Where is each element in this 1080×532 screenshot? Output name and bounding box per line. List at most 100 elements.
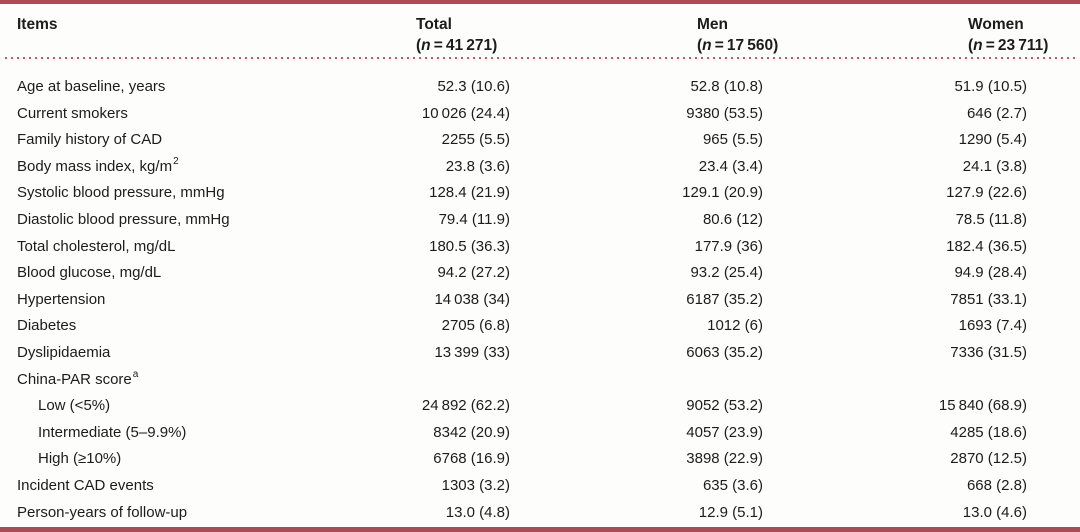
cell-total: 1303 (3.2) [441, 476, 510, 494]
cell-total: 13.0 (4.8) [445, 503, 510, 521]
cell-men: 12.9 (5.1) [698, 503, 763, 521]
n-symbol: n [973, 37, 983, 54]
col-header-total: Total (n = 41 271) [416, 14, 497, 56]
cell-total: 180.5 (36.3) [429, 237, 510, 255]
cell-total: 2705 (6.8) [441, 317, 510, 335]
row-label: High (≥10%) [0, 446, 392, 473]
row-label: China-PAR scorea [0, 367, 392, 394]
cell-women: 182.4 (36.5) [946, 237, 1027, 255]
row-label-text: Systolic blood pressure, mmHg [17, 184, 225, 202]
cell-men: 177.9 (36) [694, 237, 763, 255]
cell-total: 2255 (5.5) [441, 131, 510, 149]
table-row: Total cholesterol, mg/dL 180.5 (36.3) 17… [0, 234, 1080, 261]
col-header-items: Items [17, 16, 58, 33]
col-header-women-label: Women [968, 16, 1024, 33]
row-label: Body mass index, kg/m2 [0, 154, 392, 181]
cell-women: 15 840 (68.9) [938, 397, 1027, 415]
col-header-men: Men (n = 17 560) [697, 14, 778, 56]
superscript: 2 [173, 155, 179, 167]
row-label-text: Dyslipidaemia [17, 343, 111, 361]
row-label: Dyslipidaemia [0, 340, 392, 367]
row-label-text: Person-years of follow-up [17, 503, 188, 521]
table-header: Items Total (n = 41 271) Men (n = 17 560… [0, 4, 1080, 60]
n-value: = 41 271) [430, 37, 498, 54]
table-row: Blood glucose, mg/dL 94.2 (27.2) 93.2 (2… [0, 260, 1080, 287]
row-label-text: Age at baseline, years [17, 78, 166, 95]
header-dotted-rule [5, 57, 1075, 59]
col-header-total-n: (n = 41 271) [416, 35, 497, 56]
row-label-text: Diabetes [17, 317, 77, 335]
n-symbol: n [702, 37, 712, 54]
cell-total: 24 892 (62.2) [421, 397, 510, 415]
row-label: Diabetes [0, 313, 392, 340]
row-label-text: Current smokers [17, 104, 128, 122]
table-row: Systolic blood pressure, mmHg 128.4 (21.… [0, 180, 1080, 207]
col-header-women-n: (n = 23 711) [968, 35, 1048, 56]
cell-total: 94.2 (27.2) [437, 264, 510, 282]
cell-women: 51.9 (10.5) [954, 78, 1027, 95]
cell-women: 1290 (5.4) [958, 131, 1027, 149]
row-label: Blood glucose, mg/dL [0, 260, 392, 287]
cell-total: 79.4 (11.9) [438, 210, 510, 228]
row-label-text: Diastolic blood pressure, mmHg [17, 210, 230, 228]
n-symbol: n [421, 37, 431, 54]
row-label-text: Hypertension [17, 290, 106, 308]
row-label: Hypertension [0, 287, 392, 314]
row-label: Family history of CAD [0, 127, 392, 154]
cell-men: 23.4 (3.4) [698, 157, 763, 175]
table-row: Person-years of follow-up 13.0 (4.8) 12.… [0, 500, 1080, 527]
cell-men: 9380 (53.5) [686, 104, 763, 122]
cell-men: 80.6 (12) [702, 210, 763, 228]
table-row: Low (<5%) 24 892 (62.2) 9052 (53.2) 15 8… [0, 393, 1080, 420]
n-value: = 17 560) [711, 37, 779, 54]
row-label: Current smokers [0, 101, 392, 128]
table-row: High (≥10%) 6768 (16.9) 3898 (22.9) 2870… [0, 446, 1080, 473]
cell-men: 6063 (35.2) [686, 343, 763, 361]
row-label-text: Blood glucose, mg/dL [17, 264, 162, 282]
col-header-total-label: Total [416, 16, 452, 33]
cell-women: 78.5 (11.8) [955, 210, 1027, 228]
cell-women: 1693 (7.4) [958, 317, 1027, 335]
paren-open: ( [968, 37, 974, 54]
cell-women: 13.0 (4.6) [962, 503, 1027, 521]
row-label-text: China-PAR score [17, 370, 132, 388]
table-row: Dyslipidaemia 13 399 (33) 6063 (35.2) 73… [0, 340, 1080, 367]
row-label-text: Intermediate (5–9.9%) [38, 423, 187, 441]
cell-men: 129.1 (20.9) [682, 184, 763, 202]
row-label: Person-years of follow-up [0, 500, 392, 527]
cell-women: 668 (2.8) [966, 476, 1027, 494]
cell-men [510, 367, 763, 394]
cell-men: 1012 (6) [707, 317, 763, 335]
cell-total [392, 367, 510, 394]
cell-women: 646 (2.7) [966, 104, 1027, 122]
cell-men: 6187 (35.2) [686, 290, 763, 308]
cell-total: 13 399 (33) [434, 343, 510, 361]
row-label: Age at baseline, years [0, 74, 392, 101]
row-label: Low (<5%) [0, 393, 392, 420]
row-label-text: Incident CAD events [17, 476, 154, 494]
row-label-text: Total cholesterol, mg/dL [17, 237, 176, 255]
cell-men: 965 (5.5) [702, 131, 763, 149]
cell-women: 127.9 (22.6) [946, 184, 1027, 202]
row-label: Diastolic blood pressure, mmHg [0, 207, 392, 234]
row-label-text: Family history of CAD [17, 131, 163, 149]
row-label-text: Low (<5%) [38, 397, 111, 415]
row-label: Incident CAD events [0, 473, 392, 500]
n-value: = 23 711) [982, 37, 1049, 54]
paren-open: ( [416, 37, 422, 54]
cell-women [763, 367, 1027, 394]
paren-open: ( [697, 37, 703, 54]
table-row: Body mass index, kg/m2 23.8 (3.6) 23.4 (… [0, 154, 1080, 181]
table-row: Incident CAD events 1303 (3.2) 635 (3.6)… [0, 473, 1080, 500]
row-label: Intermediate (5–9.9%) [0, 420, 392, 447]
table-row: Current smokers 10 026 (24.4) 9380 (53.5… [0, 101, 1080, 128]
cell-total: 8342 (20.9) [433, 423, 510, 441]
cell-total: 128.4 (21.9) [429, 184, 510, 202]
cell-men: 93.2 (25.4) [690, 264, 763, 282]
cell-total: 14 038 (34) [434, 290, 510, 308]
cell-women: 2870 (12.5) [950, 450, 1027, 468]
table-row: Intermediate (5–9.9%) 8342 (20.9) 4057 (… [0, 420, 1080, 447]
cell-women: 7851 (33.1) [950, 290, 1027, 308]
cell-total: 52.3 (10.6) [437, 78, 510, 95]
row-label: Total cholesterol, mg/dL [0, 234, 392, 261]
